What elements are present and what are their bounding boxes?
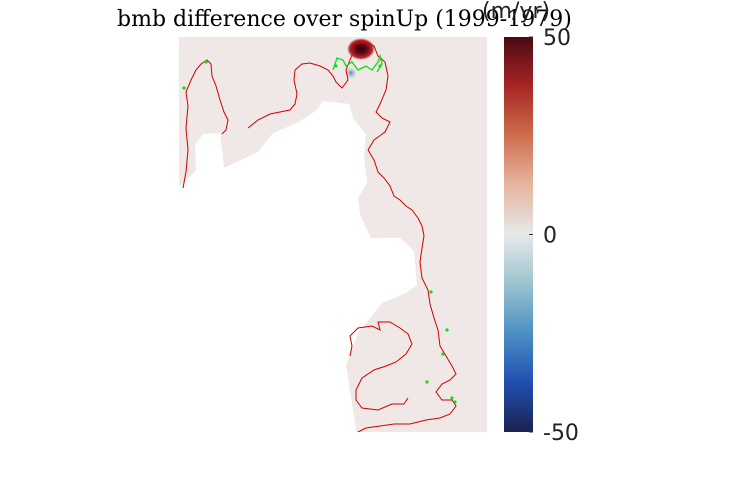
calving-front-dot — [445, 328, 449, 332]
calving-front-dot — [204, 60, 208, 64]
calving-front-dots — [182, 60, 457, 404]
calving-front-dot — [378, 64, 382, 68]
map-panel — [179, 37, 487, 432]
calving-front-north — [332, 53, 383, 73]
colorbar-tick-label: 0 — [543, 224, 557, 249]
colorbar-tick-label: -50 — [543, 421, 579, 446]
freeze-anomaly — [345, 67, 357, 79]
grounding-line-north — [247, 41, 391, 151]
calving-front-dot — [453, 400, 457, 404]
grounding-line-east — [357, 149, 457, 432]
grounding-line-south-inlet — [349, 321, 413, 411]
colorbar — [504, 37, 533, 432]
calving-front-dot — [334, 64, 338, 68]
colorbar-tick-label: 50 — [543, 26, 571, 51]
colorbar-ticks: 50 0 -50 — [529, 26, 579, 446]
grounding-line-west — [182, 59, 229, 189]
calving-front-dot — [441, 352, 445, 356]
calving-front-dot — [425, 380, 429, 384]
calving-front-dot — [429, 290, 433, 294]
ice-mask-region — [179, 101, 417, 432]
calving-front-dot — [450, 396, 454, 400]
colorbar-units-label: (m/yr) — [482, 0, 550, 24]
chart-title: bmb difference over spinUp (1999-1979) — [117, 7, 572, 32]
calving-front-dot — [182, 86, 186, 90]
